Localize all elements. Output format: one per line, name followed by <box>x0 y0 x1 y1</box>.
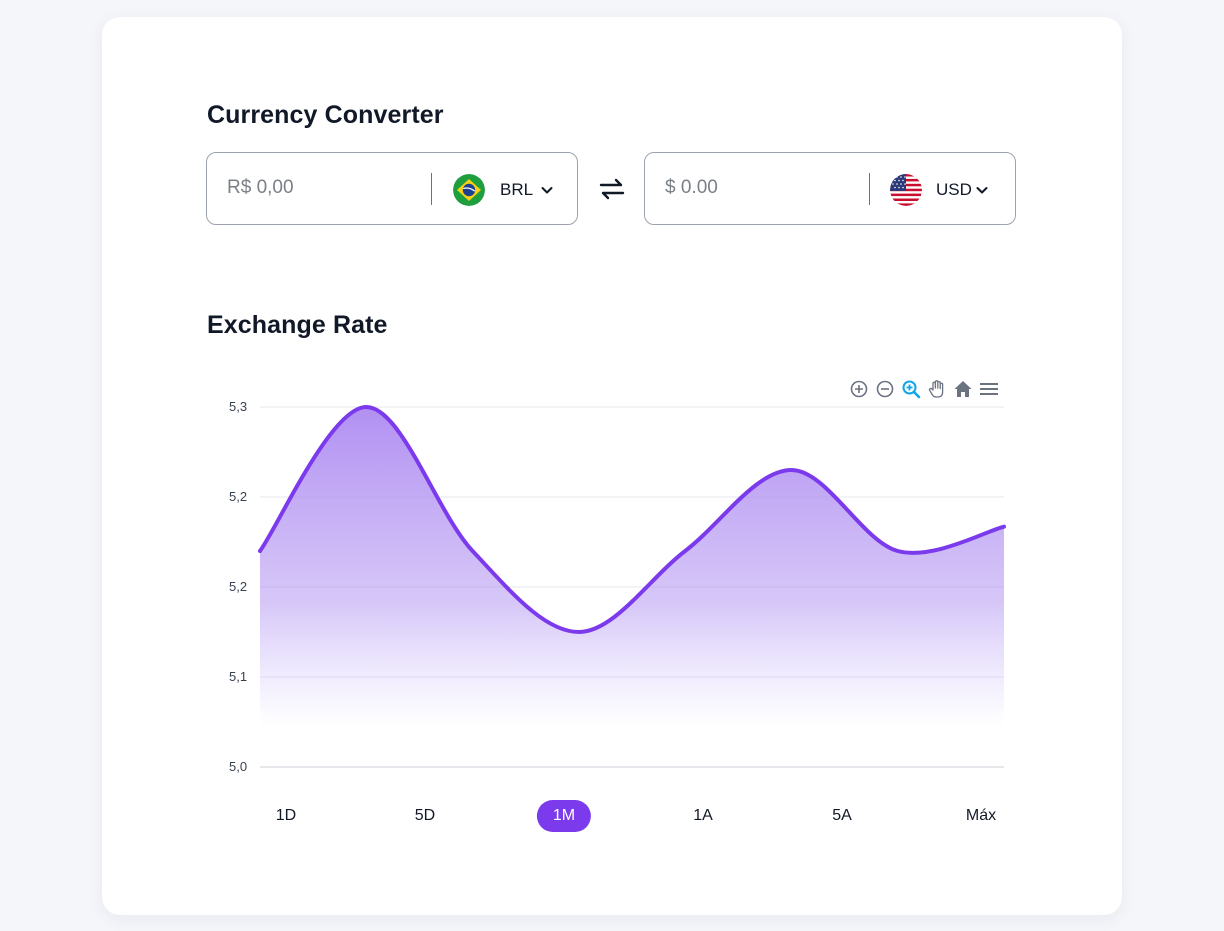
to-currency-code: USD <box>936 180 972 199</box>
reset-home-icon[interactable] <box>952 378 974 400</box>
from-divider <box>431 173 432 205</box>
y-axis-labels: 5,0 5,1 5,2 5,2 5,3 <box>229 399 247 774</box>
range-button-1d[interactable]: 1D <box>275 807 297 824</box>
zoom-in-icon[interactable] <box>848 378 870 400</box>
rate-series-line <box>258 404 1006 635</box>
from-amount-input[interactable] <box>227 171 417 205</box>
range-button-5a[interactable]: 5A <box>832 807 852 824</box>
chart-toolbar <box>848 377 1004 401</box>
chevron-down-icon <box>541 187 553 194</box>
y-tick-label: 5,2 <box>229 489 247 504</box>
from-currency-code: BRL <box>500 180 534 199</box>
exchange-rate-chart: 5,0 5,1 5,2 5,2 5,3 <box>229 399 1006 774</box>
from-currency-select[interactable]: BRL <box>453 173 554 207</box>
swap-arrows-icon[interactable] <box>597 174 627 204</box>
from-amount-box: BRL <box>206 152 578 225</box>
chevron-down-icon <box>976 187 988 194</box>
currency-converter-title: Currency Converter <box>207 101 444 129</box>
range-button-1a[interactable]: 1A <box>693 807 713 824</box>
y-tick-label: 5,1 <box>229 669 247 684</box>
to-amount-input[interactable] <box>665 171 855 205</box>
converter-card: Currency Converter BRL <box>102 17 1122 915</box>
range-button-máx[interactable]: Máx <box>965 807 997 824</box>
y-tick-label: 5,3 <box>229 399 247 414</box>
y-tick-label: 5,2 <box>229 579 247 594</box>
rate-area-fill <box>260 407 1004 727</box>
exchange-rate-title: Exchange Rate <box>207 311 388 339</box>
menu-icon[interactable] <box>978 378 1000 400</box>
to-divider <box>869 173 870 205</box>
range-button-1m[interactable]: 1M <box>536 800 592 832</box>
pan-icon[interactable] <box>926 378 948 400</box>
to-amount-box: USD <box>644 152 1016 225</box>
brazil-flag-icon <box>453 174 485 206</box>
usa-flag-icon <box>890 174 922 206</box>
selection-zoom-icon[interactable] <box>900 378 922 400</box>
y-tick-label: 5,0 <box>229 759 247 774</box>
time-range-selector: 1D 5D 1M 1A 5A Máx <box>240 800 1076 832</box>
range-button-5d[interactable]: 5D <box>414 807 436 824</box>
zoom-out-icon[interactable] <box>874 378 896 400</box>
to-currency-select[interactable]: USD <box>890 173 989 207</box>
